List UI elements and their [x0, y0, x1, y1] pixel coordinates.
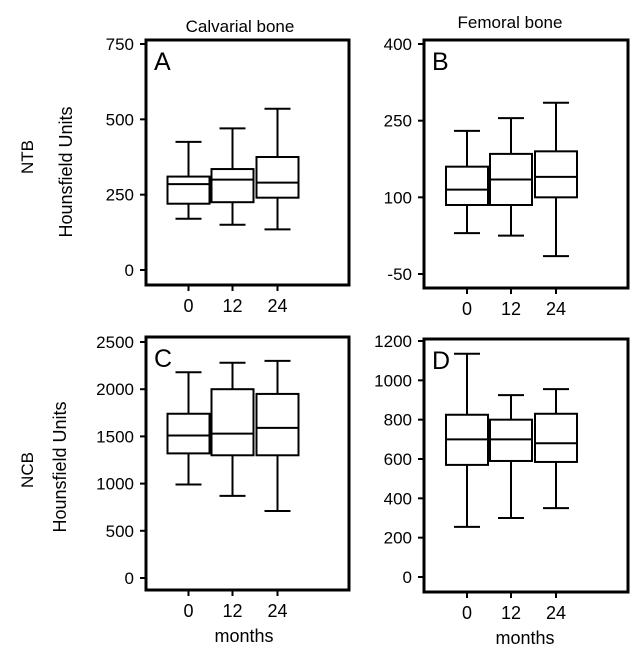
iqr-box	[255, 156, 300, 199]
panel-c-frame	[144, 335, 351, 592]
iqr-box	[210, 388, 255, 457]
row-label-ncb: NCB	[18, 452, 37, 488]
panel-b-ytick-label: 100	[384, 188, 412, 207]
iqr-box	[166, 412, 211, 455]
iqr-box	[255, 392, 300, 457]
panel-d-ytick-label: 0	[403, 568, 412, 587]
column-title-calvarial: Calvarial bone	[186, 17, 295, 36]
panel-a-ytick-label: 750	[106, 35, 134, 54]
panel-c-ytick-label: 2000	[96, 380, 134, 399]
panel-a-box-24	[255, 107, 300, 231]
panel-c-letter: C	[154, 345, 172, 373]
column-title-femoral: Femoral bone	[458, 13, 563, 32]
panel-b-frame	[422, 38, 630, 290]
panel-d-ytick-label: 800	[384, 411, 412, 430]
iqr-box	[534, 412, 578, 463]
panel-a-frame	[144, 38, 351, 287]
panel-a-ytick-label: 500	[106, 110, 134, 129]
panel-b: B -50 100 250 400 0 12 24	[384, 35, 630, 319]
panel-c-xtick-label: 12	[222, 601, 242, 621]
panel-c-box-24	[255, 359, 300, 512]
panel-d-box-12	[489, 394, 533, 519]
panel-d-box-24	[534, 388, 578, 510]
panel-b-ytick-label: -50	[387, 265, 412, 284]
panel-c-box-12	[210, 361, 255, 497]
panel-c-ytick-label: 2500	[96, 333, 134, 352]
panel-d: D 0 200 400 600 800 1000 1200 0 12 24	[374, 332, 630, 623]
panel-c-xtick-label: 0	[183, 601, 193, 621]
panel-c-box-0	[166, 371, 211, 486]
x-axis-label-left: months	[214, 626, 273, 646]
panel-a-letter: A	[154, 48, 171, 76]
panel-b-ytick-label: 400	[384, 35, 412, 54]
panel-c-ytick-label: 1000	[96, 475, 134, 494]
panel-c: C 0 500 1000 1500 2000 2500 0 12 24 Hounsfield Uni…	[50, 333, 351, 621]
panel-c-ytick-label: 1500	[96, 427, 134, 446]
panel-c-ytick-label: 500	[106, 522, 134, 541]
panel-d-frame	[422, 337, 630, 594]
panel-b-ytick-label: 250	[384, 112, 412, 131]
panel-d-xtick-label: 24	[546, 603, 566, 623]
iqr-box	[534, 150, 578, 199]
iqr-box	[445, 165, 489, 207]
panel-d-ytick-label: 200	[384, 529, 412, 548]
panel-d-ytick-label: 600	[384, 450, 412, 469]
panel-a-box-12	[210, 127, 255, 226]
panel-a-ytick-label: 0	[125, 261, 134, 280]
panel-a-ytick-label: 250	[106, 186, 134, 205]
panel-d-xtick-label: 0	[462, 603, 472, 623]
panel-a-xtick-label: 12	[222, 296, 242, 316]
panel-b-xtick-label: 0	[462, 299, 472, 319]
row-label-ntb: NTB	[18, 140, 37, 174]
panel-d-ytick-label: 400	[384, 489, 412, 508]
x-axis-label-right: months	[495, 628, 554, 648]
panel-b-letter: B	[432, 48, 449, 76]
panel-c-y-axis-label: Hounsfield Units	[50, 401, 70, 532]
panel-c-xtick-label: 24	[267, 601, 287, 621]
panel-a-xtick-label: 0	[183, 296, 193, 316]
panel-a-y-axis-label: Hounsfield Units	[56, 106, 76, 237]
panel-d-letter: D	[432, 347, 450, 375]
panel-b-xtick-label: 24	[546, 299, 566, 319]
panel-a: A 0 250 500 750 0 12 24 Hounsfield Units	[56, 35, 351, 316]
panel-b-box-12	[489, 117, 533, 237]
panel-a-box-0	[166, 140, 211, 220]
panel-d-ytick-label: 1200	[374, 332, 412, 351]
panel-b-xtick-label: 12	[501, 299, 521, 319]
panel-a-xtick-label: 24	[267, 296, 287, 316]
panel-b-box-24	[534, 101, 578, 258]
panel-d-box-0	[445, 352, 489, 528]
panel-d-xtick-label: 12	[501, 603, 521, 623]
iqr-box	[210, 168, 255, 204]
panel-b-box-0	[445, 129, 489, 235]
iqr-box	[166, 175, 211, 205]
panel-c-ytick-label: 0	[125, 569, 134, 588]
panel-d-ytick-label: 1000	[374, 371, 412, 390]
